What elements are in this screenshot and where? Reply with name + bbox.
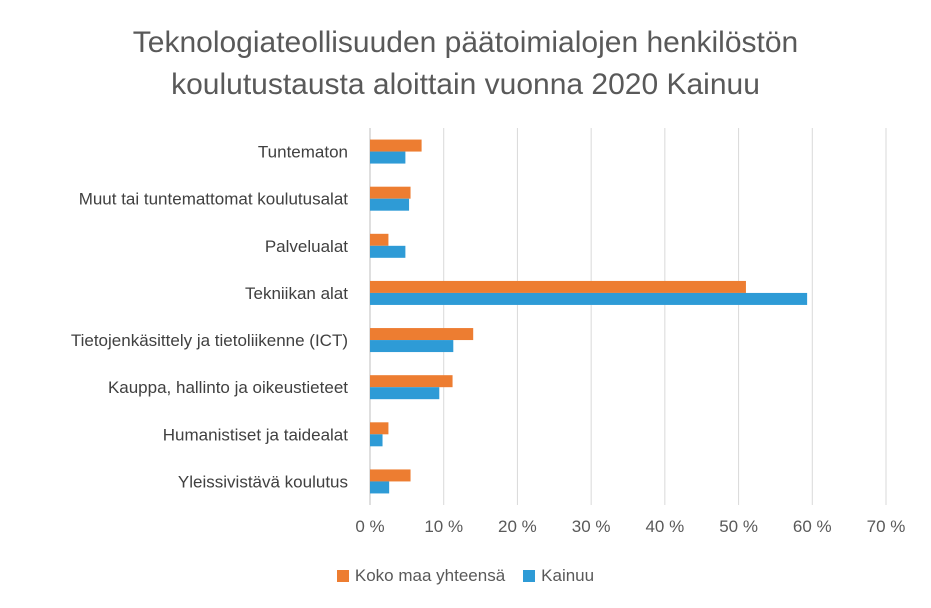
x-tick-labels: 0 % 10 % 20 % 30 % 40 % 50 % 60 % 70 % <box>355 517 905 536</box>
bar-series-0-cat-2 <box>370 233 389 246</box>
x-tick-label-4: 40 % <box>645 517 684 536</box>
bar-series-0-cat-3 <box>370 280 746 293</box>
legend-label-series-1: Kainuu <box>541 566 595 585</box>
category-label-3: Tekniikan alat <box>245 284 348 303</box>
bars <box>370 139 808 494</box>
category-label-5: Kauppa, hallinto ja oikeustieteet <box>108 378 348 397</box>
x-tick-label-7: 70 % <box>867 517 906 536</box>
category-label-6: Humanistiset ja taidealat <box>163 425 348 444</box>
bar-series-0-cat-4 <box>370 328 474 341</box>
bar-series-0-cat-6 <box>370 422 389 435</box>
x-tick-label-6: 60 % <box>793 517 832 536</box>
bar-series-0-cat-7 <box>370 469 411 482</box>
legend: Koko maa yhteensä Kainuu <box>0 566 931 586</box>
legend-swatch-series-0 <box>336 570 349 582</box>
x-tick-label-3: 30 % <box>572 517 611 536</box>
bar-series-1-cat-7 <box>370 481 390 494</box>
bar-series-1-cat-0 <box>370 151 406 164</box>
bar-series-0-cat-5 <box>370 375 453 388</box>
grid-lines <box>369 128 887 505</box>
category-label-0: Tuntematon <box>258 143 348 162</box>
legend-swatch-series-1 <box>523 570 536 582</box>
bar-series-1-cat-3 <box>370 292 808 305</box>
bar-series-0-cat-1 <box>370 186 411 199</box>
chart-title-line-1: Teknologiateollisuuden päätoimialojen he… <box>132 26 799 59</box>
bar-series-1-cat-1 <box>370 198 410 211</box>
category-labels: Tuntematon Muut tai tuntemattomat koulutu… <box>71 143 348 492</box>
x-tick-label-0: 0 % <box>355 517 384 536</box>
bar-series-1-cat-4 <box>370 340 454 353</box>
legend-item-series-0: Koko maa yhteensä <box>336 566 506 586</box>
category-label-4: Tietojenkäsittely ja tietoliikenne (ICT) <box>71 331 348 350</box>
legend-item-series-1: Kainuu <box>523 566 594 586</box>
category-label-2: Palvelualat <box>265 237 348 256</box>
bar-series-0-cat-0 <box>370 139 422 152</box>
x-tick-label-5: 50 % <box>719 517 758 536</box>
chart-title: Teknologiateollisuuden päätoimialojen he… <box>0 22 931 106</box>
x-tick-label-1: 10 % <box>424 517 463 536</box>
x-tick-label-2: 20 % <box>498 517 537 536</box>
category-label-7: Yleissivistävä koulutus <box>178 472 348 491</box>
bar-series-1-cat-6 <box>370 434 383 447</box>
bar-series-1-cat-2 <box>370 245 406 258</box>
chart-title-line-2: koulutustausta aloittain vuonna 2020 Kai… <box>171 68 760 101</box>
category-label-1: Muut tai tuntemattomat koulutusalat <box>79 190 349 209</box>
legend-label-series-0: Koko maa yhteensä <box>354 566 506 585</box>
bar-series-1-cat-5 <box>370 387 440 400</box>
